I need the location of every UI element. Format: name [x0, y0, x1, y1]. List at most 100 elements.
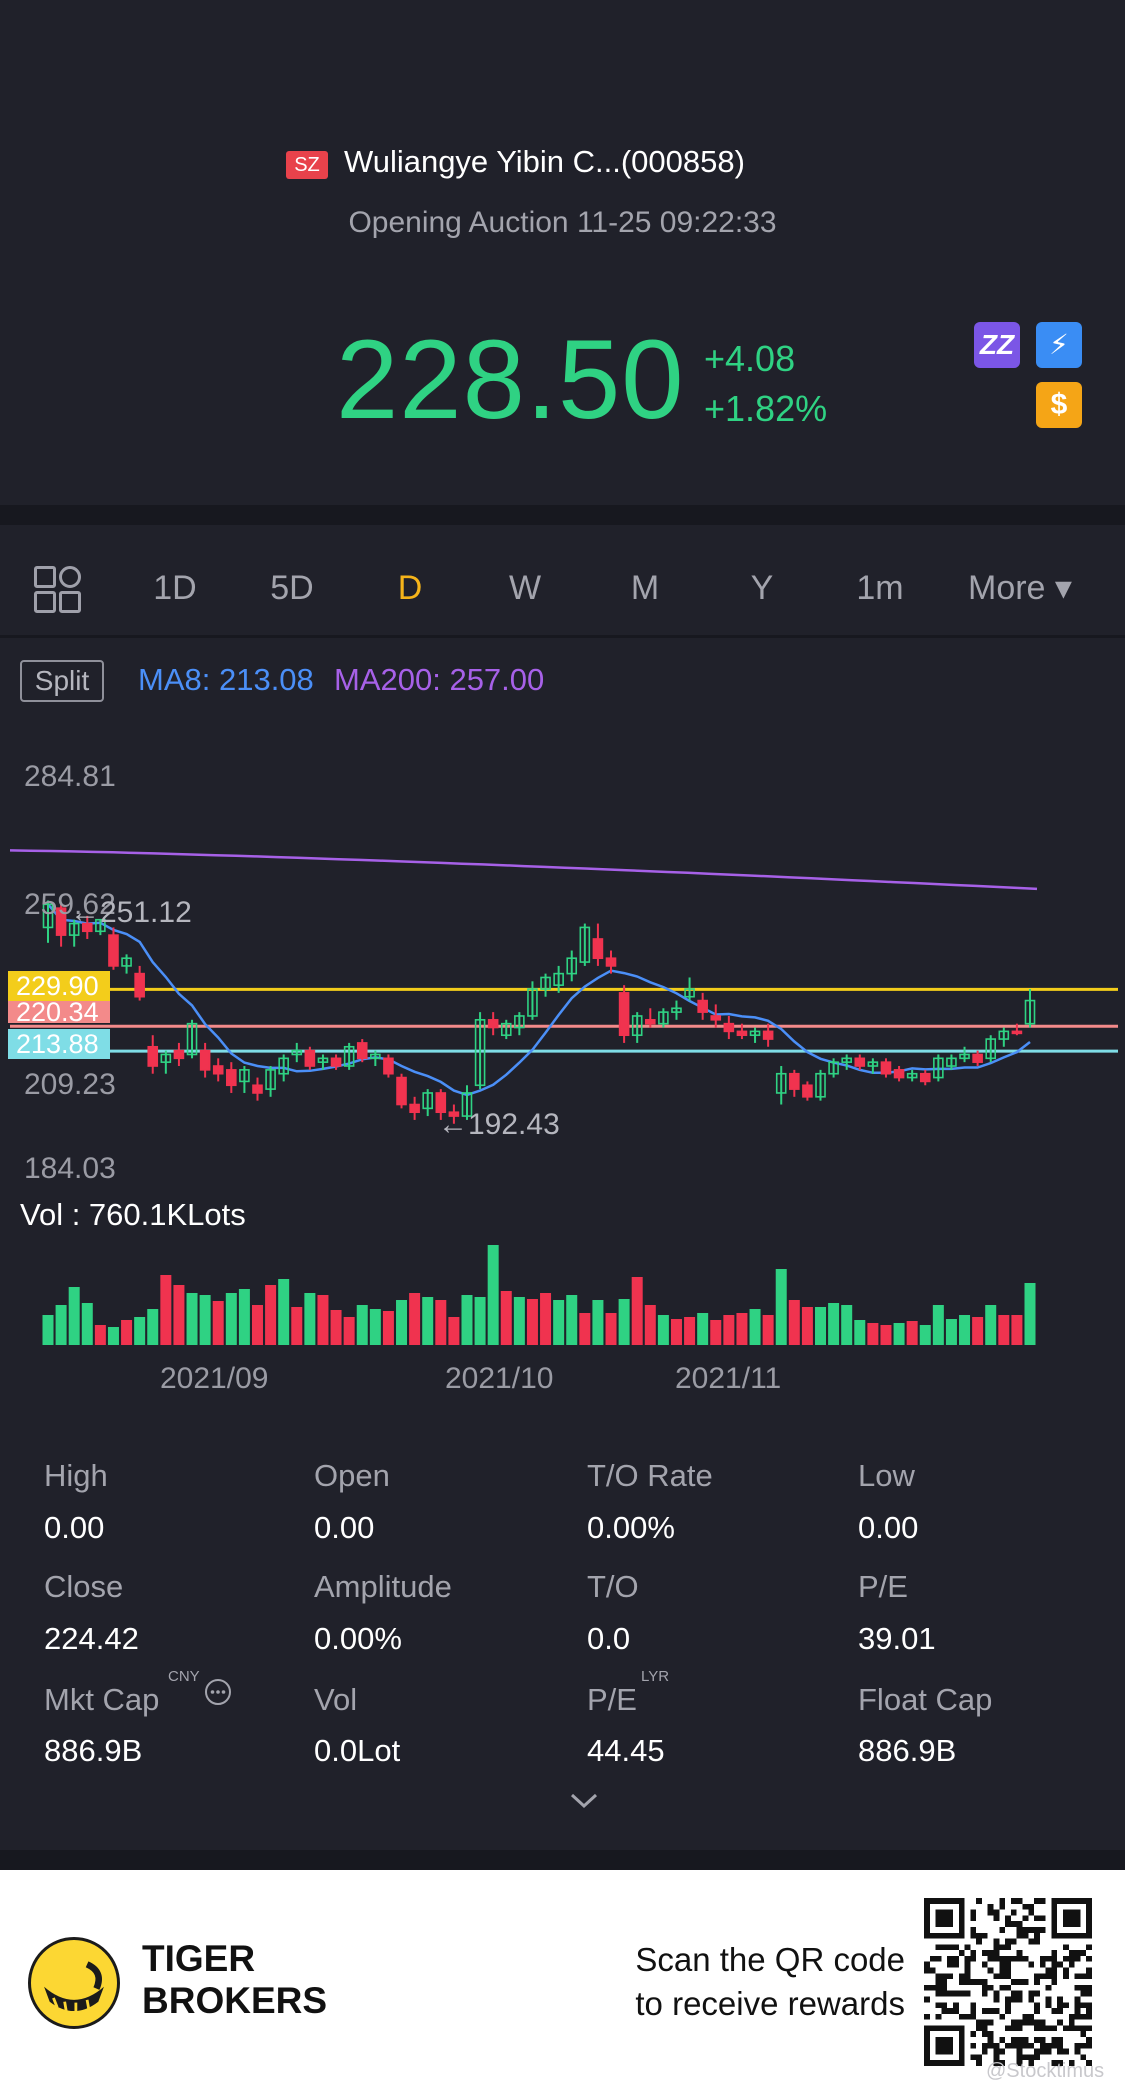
- qr-module: [1051, 2025, 1058, 2032]
- zz-icon[interactable]: ZZ: [974, 322, 1020, 368]
- qr-module: [1005, 1955, 1011, 1962]
- candle-body: [592, 938, 604, 960]
- candle-body: [199, 1049, 211, 1071]
- candle-body: [880, 1061, 892, 1075]
- info-more-icon[interactable]: [204, 1678, 232, 1706]
- qr-module: [970, 1950, 977, 1956]
- volume-bar: [815, 1307, 827, 1345]
- qr-module: [1034, 1938, 1040, 1945]
- qr-module: [1045, 1973, 1052, 1980]
- qr-module: [1028, 2054, 1035, 2061]
- tab-1d[interactable]: 1D: [153, 569, 197, 607]
- candle-body: [959, 1053, 970, 1060]
- candlestick-chart[interactable]: [0, 740, 1125, 1400]
- qr-module: [1074, 2008, 1081, 2014]
- volume-bar: [723, 1315, 735, 1345]
- qr-module: [993, 1973, 1000, 1980]
- qr-module: [1080, 1950, 1087, 1956]
- volume-bar: [55, 1305, 67, 1345]
- volume-bar: [959, 1315, 971, 1345]
- stat-value-turnover-rate: 0.00%: [587, 1510, 675, 1545]
- qr-module: [1022, 1926, 1029, 1933]
- price-change: +4.08: [704, 338, 796, 379]
- qr-module: [1063, 1973, 1069, 1980]
- tab-1m[interactable]: 1m: [856, 569, 904, 607]
- qr-module: [1028, 1938, 1035, 1945]
- qr-module: [1068, 1961, 1075, 1968]
- candle-body: [108, 934, 119, 967]
- qr-code[interactable]: [924, 1898, 1092, 2066]
- qr-module: [935, 1973, 942, 1980]
- qr-module: [987, 1909, 994, 1916]
- volume-bar: [134, 1317, 146, 1345]
- qr-module: [993, 2042, 1000, 2049]
- candle-body: [448, 1111, 460, 1117]
- volume-bar: [160, 1275, 172, 1345]
- qr-module: [981, 1984, 988, 1991]
- candle-body: [330, 1057, 342, 1067]
- price-tag-yellow: 229.90: [8, 971, 110, 1001]
- qr-module: [924, 1961, 930, 1968]
- qr-module: [1063, 2002, 1069, 2009]
- ma8-value: MA8: 213.08: [138, 662, 314, 697]
- qr-module: [1057, 2019, 1064, 2026]
- candle-body: [972, 1053, 983, 1063]
- price-tag-cyan: 213.88: [8, 1029, 110, 1059]
- qr-module: [1028, 2060, 1035, 2066]
- tab-day[interactable]: D: [397, 569, 423, 607]
- grid-menu-icon[interactable]: [34, 566, 81, 613]
- qr-module: [1086, 2042, 1092, 2049]
- qr-module: [1039, 1915, 1046, 1922]
- candle-body: [317, 1057, 329, 1063]
- qr-module: [947, 1973, 953, 1980]
- tab-more[interactable]: More ▾: [968, 569, 1072, 607]
- candle-body: [383, 1057, 394, 1075]
- stat-label-pe-lyr: P/E: [587, 1682, 637, 1717]
- qr-module: [941, 1944, 948, 1951]
- qr-module: [970, 1915, 977, 1922]
- chevron-down-icon[interactable]: [569, 1790, 599, 1810]
- tab-year[interactable]: Y: [750, 569, 774, 607]
- tab-month[interactable]: M: [630, 569, 660, 607]
- qr-module: [935, 1955, 942, 1962]
- x-axis-label-oct: 2021/10: [445, 1362, 554, 1395]
- tab-week[interactable]: W: [508, 569, 542, 607]
- candle-body: [370, 1053, 381, 1060]
- volume-bar: [304, 1293, 316, 1345]
- qr-module: [993, 1909, 1000, 1916]
- candle-body: [723, 1022, 735, 1033]
- stat-value-high: 0.00: [44, 1510, 105, 1545]
- qr-module: [987, 2008, 994, 2014]
- split-button[interactable]: Split: [20, 660, 104, 702]
- candle-body: [527, 988, 538, 1017]
- qr-module: [993, 2060, 1000, 2066]
- watermark: @Stocktimus: [986, 2060, 1105, 2082]
- qr-module: [1010, 2037, 1017, 2043]
- candle-body: [658, 1011, 669, 1025]
- period-low-marker: ←192.43: [438, 1108, 560, 1141]
- dollar-icon[interactable]: $: [1036, 382, 1082, 428]
- candle-body: [487, 1019, 499, 1029]
- qr-module: [1068, 2025, 1075, 2032]
- lightning-level1-icon[interactable]: ⚡: [1036, 322, 1082, 368]
- qr-module: [1086, 2025, 1092, 2032]
- candle-body: [226, 1069, 237, 1087]
- qr-module: [999, 1898, 1006, 1904]
- qr-module: [970, 2054, 977, 2061]
- qr-module: [1063, 1967, 1069, 1974]
- volume-bar: [238, 1289, 250, 1345]
- qr-module: [1016, 1955, 1023, 1962]
- stat-value-turnover: 0.0: [587, 1621, 631, 1656]
- stock-name[interactable]: Wuliangye Yibin C...(000858): [344, 144, 745, 179]
- volume-bar: [893, 1323, 905, 1345]
- qr-module: [1034, 1979, 1040, 1985]
- qr-module: [1034, 1932, 1040, 1939]
- qr-module: [999, 1955, 1006, 1962]
- tab-5d[interactable]: 5D: [270, 569, 314, 607]
- qr-module: [1016, 2025, 1023, 2032]
- qr-module: [924, 1967, 930, 1974]
- qr-module: [1022, 2042, 1029, 2049]
- qr-module: [999, 1961, 1006, 1968]
- qr-module: [947, 2008, 953, 2014]
- qr-module: [958, 2013, 965, 2020]
